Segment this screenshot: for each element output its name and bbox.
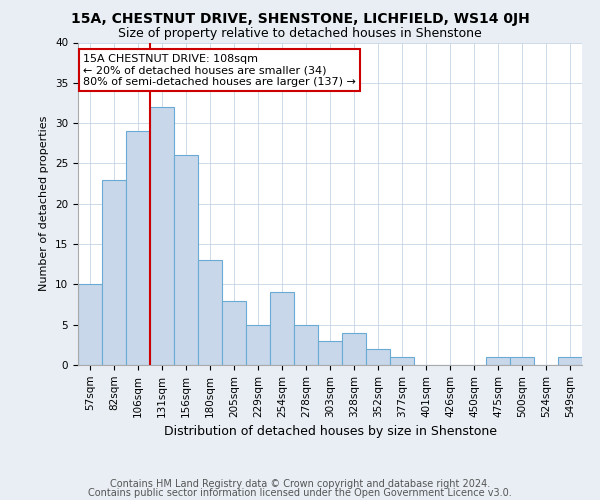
Bar <box>79 284 101 365</box>
Bar <box>319 341 341 365</box>
Text: Contains public sector information licensed under the Open Government Licence v3: Contains public sector information licen… <box>88 488 512 498</box>
Bar <box>367 349 389 365</box>
Bar <box>487 357 509 365</box>
Bar <box>151 107 173 365</box>
Bar <box>511 357 533 365</box>
Text: 15A, CHESTNUT DRIVE, SHENSTONE, LICHFIELD, WS14 0JH: 15A, CHESTNUT DRIVE, SHENSTONE, LICHFIEL… <box>71 12 529 26</box>
Bar <box>271 292 293 365</box>
Text: Size of property relative to detached houses in Shenstone: Size of property relative to detached ho… <box>118 28 482 40</box>
Bar <box>295 324 317 365</box>
Y-axis label: Number of detached properties: Number of detached properties <box>40 116 49 292</box>
Text: Contains HM Land Registry data © Crown copyright and database right 2024.: Contains HM Land Registry data © Crown c… <box>110 479 490 489</box>
Bar <box>559 357 581 365</box>
X-axis label: Distribution of detached houses by size in Shenstone: Distribution of detached houses by size … <box>163 425 497 438</box>
Bar <box>127 131 149 365</box>
Text: 15A CHESTNUT DRIVE: 108sqm
← 20% of detached houses are smaller (34)
80% of semi: 15A CHESTNUT DRIVE: 108sqm ← 20% of deta… <box>83 54 356 87</box>
Bar <box>391 357 413 365</box>
Bar <box>223 300 245 365</box>
Bar <box>175 156 197 365</box>
Bar <box>103 180 125 365</box>
Bar <box>343 333 365 365</box>
Bar <box>247 324 269 365</box>
Bar <box>199 260 221 365</box>
